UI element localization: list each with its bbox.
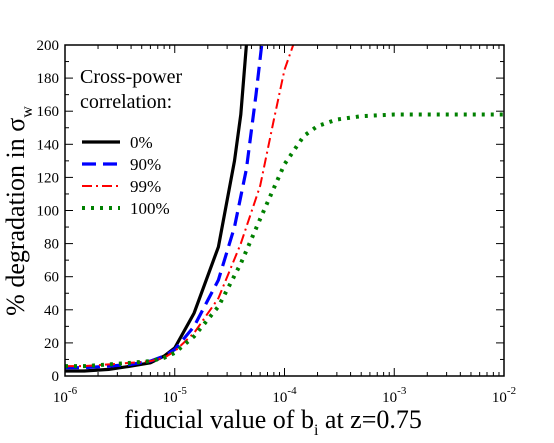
y-tick-label: 160 [37,104,60,120]
y-tick-label: 40 [44,303,59,319]
legend-label-3: 99% [130,177,161,196]
series-layer [65,45,504,373]
y-tick-label: 180 [37,71,60,87]
x-tick-label: 10-5 [163,385,188,406]
legend-label-4: 100% [130,199,170,218]
legend-title-line: correlation: [80,91,172,113]
y-tick-label: 60 [44,270,59,286]
x-tick-label: 10-4 [272,385,297,406]
x-tick-label: 10-6 [53,385,78,406]
y-tick-label: 140 [37,137,60,153]
x-tick-label: 10-3 [382,385,407,406]
y-tick-label: 120 [37,170,60,186]
x-axis-title: fiducial value of bi at z=0.75 [124,405,422,439]
x-tick-label: 10-2 [492,385,516,406]
legend-label-2: 90% [130,155,161,174]
y-tick-label: 0 [52,369,60,385]
series-line-2 [65,45,264,370]
legend-label-1: 0% [130,133,153,152]
y-axis-title: % degradation in σw [1,106,36,316]
y-tick-label: 200 [37,38,60,54]
legend-title-line: Cross-power [80,66,183,88]
y-tick-label: 20 [44,336,59,352]
legend: Cross-power correlation: 0% 90% 99% 100% [80,66,183,218]
series-line-4 [65,112,504,369]
axis-ticks: 0 20 40 60 80 100 120 140 160 180 200 10-6 10-5 10-4 1… [37,38,517,406]
y-tick-label: 80 [44,237,59,253]
y-tick-label: 100 [37,204,60,220]
